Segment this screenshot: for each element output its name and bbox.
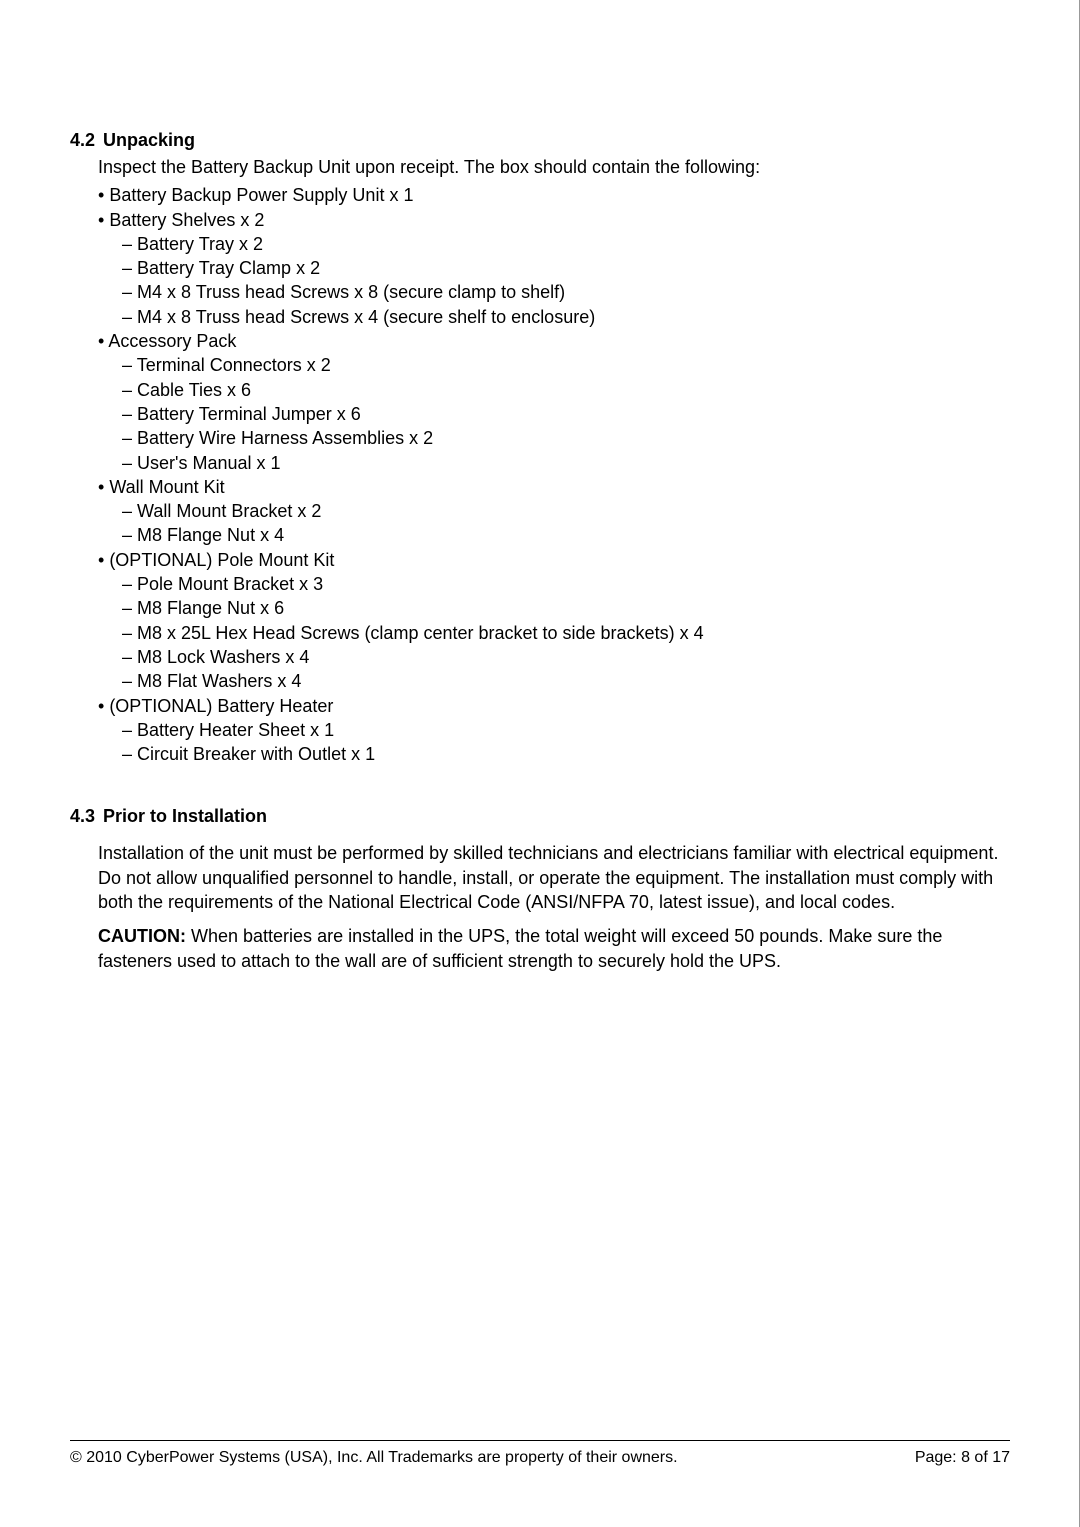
sublist: Pole Mount Bracket x 3 M8 Flange Nut x 6… bbox=[122, 572, 1010, 693]
page-footer: © 2010 CyberPower Systems (USA), Inc. Al… bbox=[70, 1440, 1010, 1467]
intro-text: Inspect the Battery Backup Unit upon rec… bbox=[98, 155, 1010, 179]
list-item: Wall Mount Bracket x 2 bbox=[122, 499, 1010, 523]
list-item: Wall Mount Kit Wall Mount Bracket x 2 M8… bbox=[98, 475, 1010, 548]
list-item: Pole Mount Bracket x 3 bbox=[122, 572, 1010, 596]
section-number: 4.2 bbox=[70, 130, 95, 151]
caution-label: CAUTION: bbox=[98, 926, 186, 946]
section-title: Unpacking bbox=[103, 130, 195, 151]
sublist: Battery Tray x 2 Battery Tray Clamp x 2 … bbox=[122, 232, 1010, 329]
installation-paragraph: Installation of the unit must be perform… bbox=[98, 841, 1010, 914]
list-item: Cable Ties x 6 bbox=[122, 378, 1010, 402]
sublist: Wall Mount Bracket x 2 M8 Flange Nut x 4 bbox=[122, 499, 1010, 548]
list-item: M8 Flange Nut x 6 bbox=[122, 596, 1010, 620]
section-unpacking: 4.2 Unpacking Inspect the Battery Backup… bbox=[70, 130, 1010, 766]
section-heading-prior: 4.3 Prior to Installation bbox=[70, 806, 1010, 827]
list-item: Terminal Connectors x 2 bbox=[122, 353, 1010, 377]
list-item: (OPTIONAL) Battery Heater Battery Heater… bbox=[98, 694, 1010, 767]
list-item: Circuit Breaker with Outlet x 1 bbox=[122, 742, 1010, 766]
list-item: M4 x 8 Truss head Screws x 4 (secure she… bbox=[122, 305, 1010, 329]
list-item: Accessory Pack Terminal Connectors x 2 C… bbox=[98, 329, 1010, 475]
section-heading-unpacking: 4.2 Unpacking bbox=[70, 130, 1010, 151]
section-number: 4.3 bbox=[70, 806, 95, 827]
list-item: M8 Flange Nut x 4 bbox=[122, 523, 1010, 547]
list-item: Battery Shelves x 2 Battery Tray x 2 Bat… bbox=[98, 208, 1010, 329]
sublist: Terminal Connectors x 2 Cable Ties x 6 B… bbox=[122, 353, 1010, 474]
list-item: Battery Wire Harness Assemblies x 2 bbox=[122, 426, 1010, 450]
list-item: Battery Tray Clamp x 2 bbox=[122, 256, 1010, 280]
footer-page-number: Page: 8 of 17 bbox=[915, 1449, 1010, 1467]
sublist: Battery Heater Sheet x 1 Circuit Breaker… bbox=[122, 718, 1010, 767]
caution-paragraph: CAUTION: When batteries are installed in… bbox=[98, 924, 1010, 973]
list-item: (OPTIONAL) Pole Mount Kit Pole Mount Bra… bbox=[98, 548, 1010, 694]
list-item: M4 x 8 Truss head Screws x 8 (secure cla… bbox=[122, 280, 1010, 304]
list-item: User's Manual x 1 bbox=[122, 451, 1010, 475]
page-container: 4.2 Unpacking Inspect the Battery Backup… bbox=[0, 0, 1080, 1527]
list-item: Battery Terminal Jumper x 6 bbox=[122, 402, 1010, 426]
caution-text: When batteries are installed in the UPS,… bbox=[98, 926, 942, 970]
unpacking-list: Battery Backup Power Supply Unit x 1 Bat… bbox=[98, 183, 1010, 766]
section-prior-installation: 4.3 Prior to Installation Installation o… bbox=[70, 806, 1010, 972]
list-item: Battery Backup Power Supply Unit x 1 bbox=[98, 183, 1010, 207]
footer-copyright: © 2010 CyberPower Systems (USA), Inc. Al… bbox=[70, 1449, 678, 1467]
list-item: Battery Tray x 2 bbox=[122, 232, 1010, 256]
footer-text-row: © 2010 CyberPower Systems (USA), Inc. Al… bbox=[70, 1449, 1010, 1467]
list-item: M8 Lock Washers x 4 bbox=[122, 645, 1010, 669]
list-item: M8 Flat Washers x 4 bbox=[122, 669, 1010, 693]
section-title: Prior to Installation bbox=[103, 806, 267, 827]
footer-divider bbox=[70, 1440, 1010, 1441]
list-item: Battery Heater Sheet x 1 bbox=[122, 718, 1010, 742]
list-item: M8 x 25L Hex Head Screws (clamp center b… bbox=[122, 621, 1010, 645]
